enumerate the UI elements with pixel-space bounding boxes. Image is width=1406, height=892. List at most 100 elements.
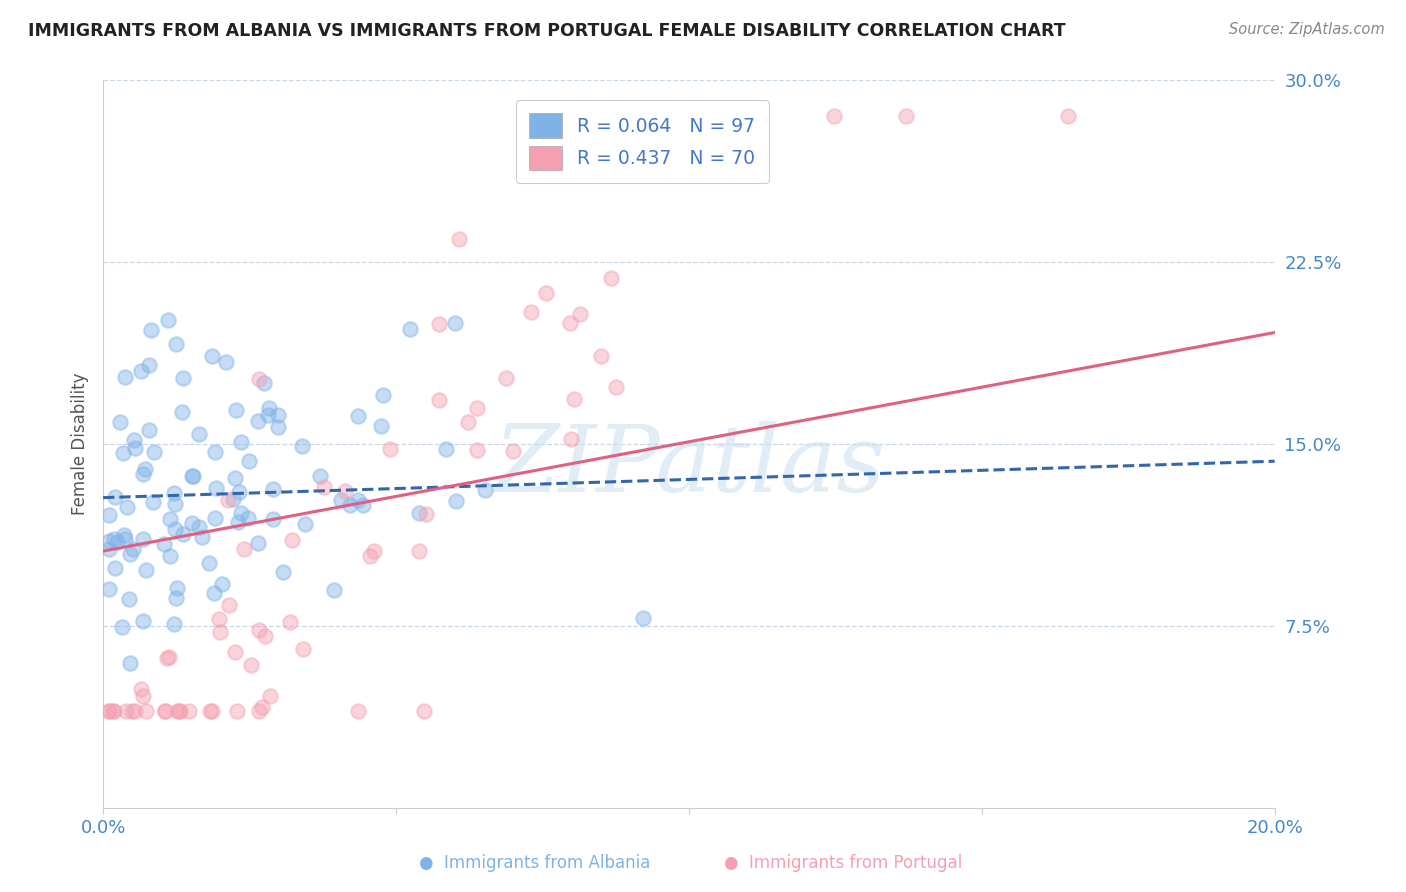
Point (98, 704, 121, 718)
Point (163, 486, 186, 500)
Point (254, 629, 277, 643)
Point (166, 704, 188, 718)
Point (165, 496, 187, 510)
Point (562, 392, 585, 406)
Point (98, 582, 121, 596)
Point (132, 689, 155, 703)
Point (745, 109, 768, 123)
Point (246, 414, 269, 428)
Point (181, 469, 204, 483)
Point (681, 125, 703, 139)
Point (247, 624, 270, 638)
Point (370, 419, 392, 434)
Point (408, 506, 430, 520)
Point (143, 445, 166, 459)
Point (132, 532, 155, 546)
Point (278, 615, 301, 629)
Point (605, 380, 627, 394)
Point (224, 645, 246, 659)
Point (141, 323, 163, 337)
Point (520, 305, 543, 319)
Point (560, 432, 582, 446)
Point (215, 354, 238, 368)
Point (122, 433, 145, 447)
Point (246, 535, 269, 549)
Point (292, 642, 315, 657)
Point (253, 376, 276, 391)
Point (114, 704, 136, 718)
Point (228, 484, 250, 499)
Point (217, 492, 239, 507)
Point (120, 656, 142, 670)
Point (631, 610, 654, 624)
Point (170, 405, 193, 419)
Point (112, 527, 135, 541)
Point (98, 508, 121, 523)
Point (333, 483, 356, 498)
Point (110, 415, 132, 429)
Point (138, 423, 160, 437)
Point (560, 156, 582, 170)
Point (103, 532, 125, 546)
Text: ZIPatlas: ZIPatlas (494, 421, 884, 511)
Point (135, 704, 157, 718)
Point (262, 482, 284, 496)
Point (200, 349, 222, 363)
Point (339, 498, 361, 512)
Point (98, 534, 121, 549)
Point (427, 393, 450, 408)
Point (259, 690, 281, 704)
Point (222, 491, 245, 506)
Point (204, 445, 226, 459)
Point (457, 415, 479, 429)
Point (153, 537, 176, 551)
Point (589, 350, 612, 364)
Point (180, 516, 202, 530)
Point (163, 616, 186, 631)
Point (229, 506, 252, 520)
Point (111, 620, 134, 634)
Point (224, 471, 246, 485)
Point (114, 370, 136, 384)
Point (198, 704, 221, 718)
Point (467, 401, 489, 416)
Point (165, 336, 187, 351)
Point (1056, 109, 1078, 123)
Point (449, 232, 471, 246)
Point (121, 704, 143, 718)
Text: ●  Immigrants from Albania: ● Immigrants from Albania (419, 855, 650, 872)
Point (309, 469, 332, 483)
Point (169, 704, 191, 718)
Point (444, 316, 467, 330)
Point (398, 322, 420, 336)
Point (226, 515, 249, 529)
Point (291, 439, 314, 453)
Point (201, 704, 224, 718)
Point (105, 535, 128, 549)
Point (124, 441, 146, 455)
Point (267, 419, 290, 434)
Point (211, 577, 233, 591)
Point (172, 526, 194, 541)
Point (502, 444, 524, 458)
Point (135, 563, 157, 577)
Point (138, 358, 160, 372)
Point (444, 494, 467, 508)
Point (198, 556, 221, 570)
Point (294, 516, 316, 531)
Point (179, 704, 201, 718)
Point (225, 704, 247, 718)
Point (329, 492, 352, 507)
Point (281, 533, 304, 547)
Point (415, 507, 437, 521)
Point (114, 532, 136, 546)
Point (104, 561, 127, 575)
Point (600, 271, 623, 285)
Point (568, 307, 591, 321)
Point (347, 704, 370, 718)
Point (745, 109, 768, 123)
Point (157, 650, 180, 665)
Point (165, 522, 187, 536)
Y-axis label: Female Disability: Female Disability (72, 373, 89, 516)
Point (104, 491, 127, 505)
